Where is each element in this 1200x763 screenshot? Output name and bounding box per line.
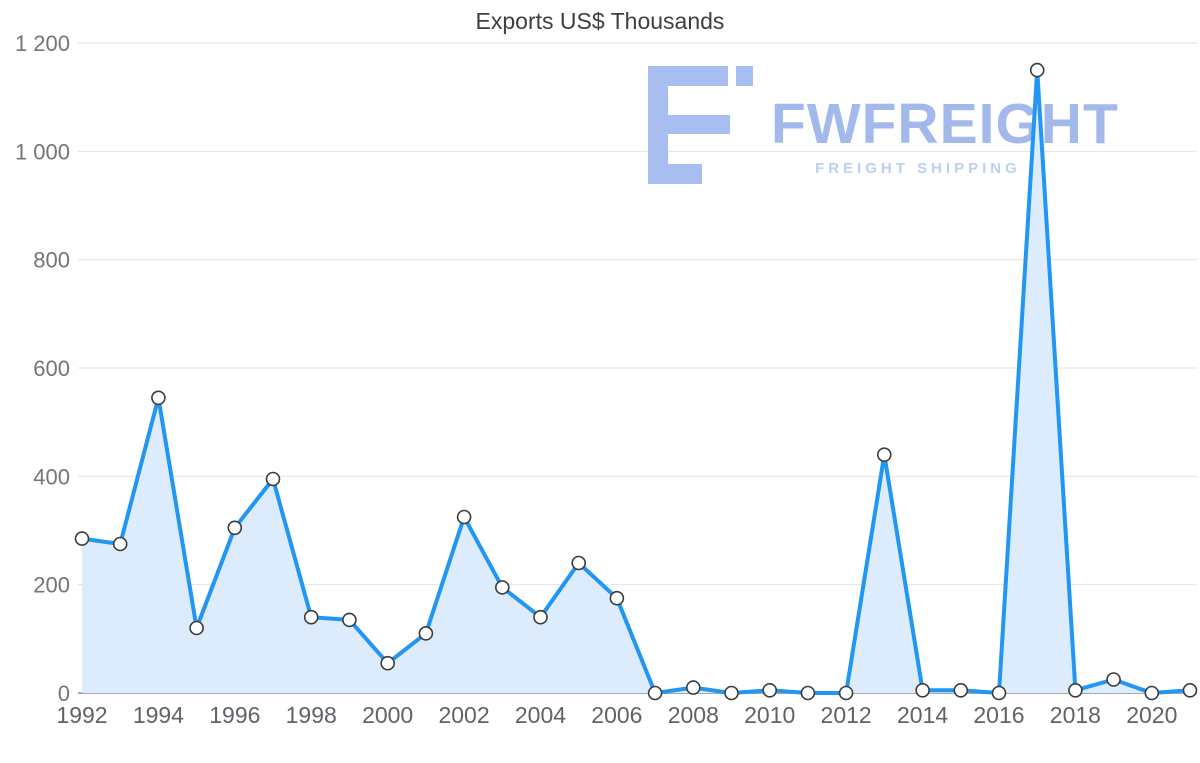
y-tick-label: 1 200 [15, 31, 70, 56]
data-point-marker[interactable] [1068, 682, 1083, 698]
x-tick-label: 1996 [209, 702, 260, 728]
x-tick-label: 2020 [1126, 702, 1177, 728]
data-point-marker[interactable] [1029, 62, 1045, 78]
data-point-marker[interactable] [380, 655, 396, 671]
x-tick-label: 2012 [821, 702, 872, 728]
x-tick-label: 1992 [56, 702, 107, 728]
data-point-marker[interactable] [303, 609, 319, 625]
chart-title: Exports US$ Thousands [475, 8, 725, 34]
series-area [82, 70, 1190, 694]
x-tick-label: 2002 [438, 702, 489, 728]
data-point-marker[interactable] [189, 620, 204, 636]
y-tick-label: 400 [33, 464, 70, 489]
x-tick-label: 1994 [133, 702, 184, 728]
data-point-marker[interactable] [265, 471, 281, 487]
series-line [80, 68, 1192, 695]
data-point-marker[interactable] [762, 682, 778, 698]
y-tick-label: 0 [58, 681, 70, 706]
data-point-marker[interactable] [74, 531, 90, 546]
watermark-brand: FWFREIGHT [771, 92, 1119, 156]
data-point-marker[interactable] [647, 685, 663, 701]
y-tick-label: 600 [33, 356, 70, 381]
data-point-marker[interactable] [112, 536, 128, 552]
fwfreight-logo-icon [648, 66, 753, 184]
data-point-marker[interactable] [991, 685, 1007, 701]
data-point-marker[interactable] [953, 682, 969, 698]
data-point-marker[interactable] [838, 685, 854, 701]
data-point-marker[interactable] [800, 685, 816, 701]
data-point-marker[interactable] [494, 580, 510, 595]
x-tick-label: 2000 [362, 702, 413, 728]
x-tick-label: 2014 [897, 702, 948, 728]
data-point-marker[interactable] [915, 682, 930, 698]
data-point-marker[interactable] [609, 590, 625, 606]
watermark: FWFREIGHT FREIGHT SHIPPING [648, 66, 1119, 184]
data-point-marker[interactable] [533, 609, 548, 625]
data-point-marker[interactable] [1182, 682, 1198, 698]
x-tick-label: 2008 [668, 702, 719, 728]
x-tick-label: 2006 [591, 702, 642, 728]
data-point-marker[interactable] [418, 626, 434, 641]
watermark-subtitle: FREIGHT SHIPPING [815, 160, 1021, 177]
x-tick-label: 2018 [1050, 702, 1101, 728]
data-point-marker[interactable] [876, 447, 892, 463]
data-point-marker[interactable] [1106, 672, 1121, 687]
y-tick-label: 200 [33, 573, 70, 598]
y-tick-label: 800 [33, 248, 70, 273]
data-point-marker[interactable] [151, 390, 166, 406]
data-point-marker[interactable] [571, 555, 587, 571]
x-tick-label: 1998 [286, 702, 337, 728]
data-point-marker[interactable] [685, 680, 701, 695]
watermark-text-block: FWFREIGHT FREIGHT SHIPPING [771, 66, 1119, 178]
y-tick-label: 1 000 [15, 139, 70, 164]
data-point-marker[interactable] [456, 509, 472, 525]
data-point-marker[interactable] [1144, 685, 1160, 701]
x-tick-label: 2016 [973, 702, 1024, 728]
data-point-marker[interactable] [724, 685, 739, 701]
x-tick-label: 2004 [515, 702, 566, 728]
x-tick-label: 2010 [744, 702, 795, 728]
data-point-marker[interactable] [227, 520, 243, 536]
data-point-marker[interactable] [342, 612, 357, 628]
